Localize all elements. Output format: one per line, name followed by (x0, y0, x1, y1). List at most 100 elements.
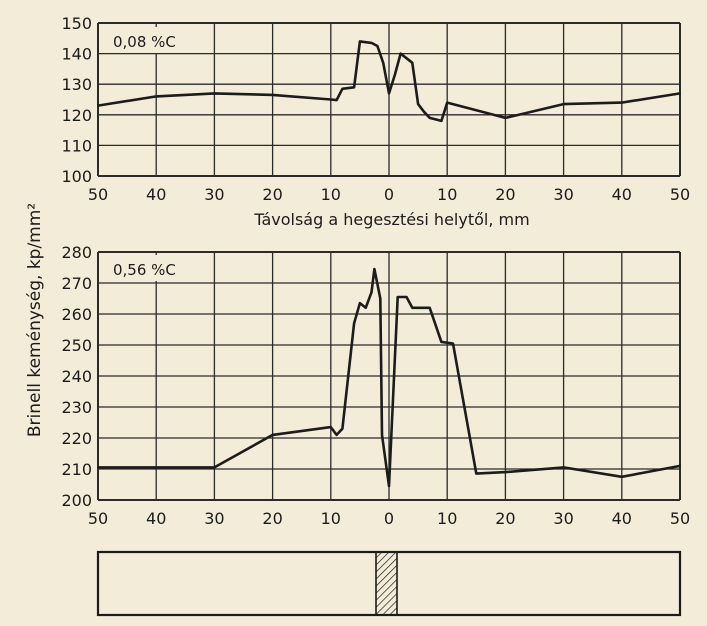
chart-top-x-tick-label: 50 (670, 185, 690, 204)
chart-top-x-tick-label: 10 (437, 185, 457, 204)
chart-top-x-tick-label: 30 (553, 185, 573, 204)
chart-bottom-series-line (98, 267, 681, 488)
chart-top-data-point (393, 74, 396, 76)
chart-top-y-tick-label: 150 (61, 14, 92, 33)
chart-bottom-data-point (379, 297, 382, 300)
chart-top-annotation: 0,08 %C (113, 33, 176, 51)
chart-bottom-x-tick-label: 40 (146, 509, 166, 528)
chart-top-data-point (213, 92, 216, 95)
chart-bottom-data-point (364, 306, 367, 309)
chart-bottom-data-point (405, 296, 408, 298)
chart-top-x-tick-label: 10 (321, 185, 341, 204)
chart-bottom-x-tick-label: 50 (670, 509, 690, 528)
chart-bottom-x-tick-label: 40 (612, 509, 632, 528)
chart-top-data-point (417, 103, 419, 105)
chart-top-y-tick-label: 130 (61, 75, 92, 94)
chart-bottom-data-point (359, 302, 361, 304)
chart-bottom-y-tick-label: 260 (61, 305, 92, 324)
y-axis-title: Brinell keménység, kp/mm² (25, 203, 45, 437)
chart-top-annotation-bg (104, 27, 166, 53)
chart-top-x-tick-label: 50 (88, 185, 108, 204)
chart-bottom-data-point (341, 427, 344, 430)
chart-top-data-point (620, 101, 623, 104)
chart-bottom-data-point (329, 426, 332, 428)
chart-bottom-y-tick-label: 220 (61, 429, 92, 448)
chart-top-data-point (376, 45, 379, 47)
chart-bottom-data-point (396, 296, 399, 298)
chart-bottom-x-tick-label: 20 (495, 509, 515, 528)
chart-top-grid (97, 22, 681, 177)
chart-bottom-data-point (373, 268, 376, 270)
chart-bottom-x-tick-label: 50 (88, 509, 108, 528)
chart-top-x-tick-label: 40 (612, 185, 632, 204)
chart-bottom-x-tick-label: 0 (384, 509, 394, 528)
chart-top-data-point (411, 61, 414, 64)
chart-top-data-point (562, 103, 565, 105)
chart-bottom-data-point (562, 466, 565, 469)
chart-bottom-y-tick-label: 210 (61, 460, 92, 479)
x-axis-title: Távolság a hegesztési helytől, mm (253, 210, 529, 229)
chart-top-y-ticks: 100 110 120 130 140 150 (61, 14, 92, 186)
chart-top-points (97, 40, 681, 122)
chart-bottom-y-ticks: 200 210 220 230 240 250 260 270 280 (61, 243, 92, 510)
chart-bottom-data-point (155, 466, 158, 469)
chart-bottom-annotation: 0,56 %C (113, 261, 176, 279)
chart-top-data-point (335, 99, 338, 101)
chart-bottom-y-tick-label: 270 (61, 274, 92, 293)
chart-bottom-data-point (335, 434, 338, 436)
chart-top-data-point (434, 118, 437, 121)
chart-top-data-point (440, 120, 443, 122)
chart-top-data-point (370, 42, 373, 44)
chart-top-data-point (271, 94, 274, 96)
chart-bottom-data-point (370, 291, 373, 294)
chart-top-data-point (382, 61, 385, 64)
chart-bottom-data-point (428, 306, 431, 309)
chart-bottom-data-point (213, 466, 216, 469)
chart-top-x-tick-label: 20 (262, 185, 282, 204)
chart-bottom-grid (97, 251, 681, 501)
chart-bottom-data-point (620, 475, 623, 478)
chart-bottom-points (97, 268, 681, 487)
chart-bottom-data-point (440, 341, 443, 343)
chart-top-data-point (423, 110, 425, 113)
chart-bottom-data-point (271, 434, 274, 436)
chart-bottom-data-point (353, 322, 355, 325)
chart-top-data-point (428, 117, 431, 119)
chart-top-data-point (341, 87, 344, 90)
chart-bottom-y-tick-label: 230 (61, 398, 92, 417)
weld-seam (375, 551, 398, 616)
chart-0-56-carbon: 200 210 220 230 240 250 260 270 280 50 40 30 20 10 0 1… (61, 243, 690, 528)
chart-bottom-x-tick-label: 30 (204, 509, 224, 528)
chart-top-data-point (155, 95, 158, 98)
chart-top-y-tick-label: 140 (61, 45, 92, 64)
chart-top-data-point (504, 117, 507, 119)
chart-top-y-tick-label: 120 (61, 106, 92, 125)
chart-top-data-point (679, 92, 681, 95)
chart-top-data-point (399, 52, 402, 55)
chart-top-x-tick-label: 40 (146, 185, 166, 204)
chart-top-x-tick-label: 30 (204, 185, 224, 204)
chart-bottom-data-point (475, 472, 478, 475)
chart-bottom-annotation-bg (104, 255, 168, 281)
chart-bottom-data-point (679, 465, 681, 467)
chart-top-x-tick-label: 0 (384, 185, 394, 204)
chart-bottom-x-tick-label: 10 (321, 509, 341, 528)
chart-top-data-point (353, 86, 355, 89)
chart-bottom-x-tick-label: 10 (437, 509, 457, 528)
chart-bottom-data-point (504, 471, 507, 473)
chart-bottom-data-point (381, 434, 383, 436)
chart-bottom-y-tick-label: 280 (61, 243, 92, 262)
chart-bottom-data-point (97, 466, 99, 469)
chart-top-x-ticks: 50 40 30 20 10 0 10 20 30 40 50 (88, 185, 690, 204)
chart-bottom-x-ticks: 50 40 30 20 10 0 10 20 30 40 50 (88, 509, 690, 528)
chart-top-data-point (446, 101, 449, 104)
chart-bottom-x-tick-label: 20 (262, 509, 282, 528)
chart-bottom-data-point (411, 306, 414, 309)
chart-top-y-tick-label: 110 (61, 136, 92, 155)
chart-bottom-y-tick-label: 250 (61, 336, 92, 355)
chart-top-data-point (388, 92, 390, 95)
chart-top-y-tick-label: 100 (61, 167, 92, 186)
chart-top-data-point (405, 57, 408, 60)
